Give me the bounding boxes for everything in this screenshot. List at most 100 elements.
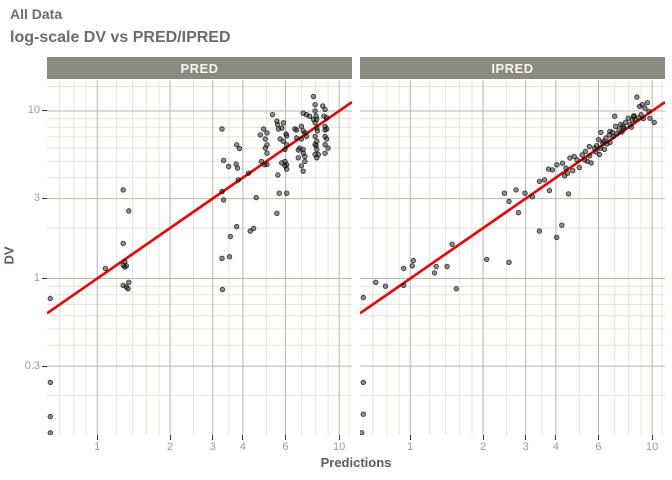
data-point xyxy=(258,158,265,165)
x-tick-label: 6 xyxy=(282,441,289,453)
y-tick-label: 10 xyxy=(27,104,40,117)
data-point xyxy=(449,241,455,247)
data-point xyxy=(102,265,108,272)
y-tick-label: 0.3 xyxy=(24,359,40,372)
data-point xyxy=(283,133,290,139)
x-tick-label: 1 xyxy=(94,441,101,453)
data-point xyxy=(219,255,225,261)
x-tick-mark xyxy=(555,435,557,440)
data-point xyxy=(360,294,366,301)
data-point xyxy=(279,125,285,131)
x-tick-mark xyxy=(169,435,171,440)
panel-svg-pred xyxy=(46,80,353,436)
data-point xyxy=(561,173,568,179)
x-tick-label: 1 xyxy=(407,441,414,453)
data-point xyxy=(571,153,577,160)
data-point xyxy=(293,135,300,141)
data-point xyxy=(513,187,519,193)
data-point xyxy=(614,131,620,137)
x-tick-label: 2 xyxy=(479,441,487,453)
data-point xyxy=(576,164,582,171)
data-point xyxy=(314,155,320,161)
data-point xyxy=(264,150,270,156)
x-tick-label: 2 xyxy=(166,441,174,453)
scatter-panel-ipred xyxy=(359,80,666,436)
x-tick-mark xyxy=(482,435,484,440)
x-tick-mark xyxy=(242,435,244,440)
data-point xyxy=(586,143,592,150)
data-point xyxy=(622,119,629,125)
data-point xyxy=(282,146,288,153)
data-point xyxy=(644,100,650,106)
facet-strip-ipred-label: IPRED xyxy=(491,60,534,76)
data-point xyxy=(565,191,572,197)
data-point xyxy=(596,151,603,158)
x-tick-label: 4 xyxy=(552,441,559,453)
data-point xyxy=(298,163,305,169)
data-point xyxy=(522,190,528,196)
data-point xyxy=(410,257,416,264)
data-point xyxy=(298,136,305,142)
data-point xyxy=(264,142,270,148)
y-tick-mark xyxy=(42,198,47,200)
x-tick-label: 4 xyxy=(239,441,246,453)
data-point xyxy=(409,263,415,269)
data-point xyxy=(574,157,580,163)
data-point xyxy=(360,379,366,386)
data-point xyxy=(483,256,490,263)
data-point xyxy=(47,379,53,386)
data-point xyxy=(306,113,313,119)
data-point xyxy=(283,161,290,168)
data-point xyxy=(225,163,232,170)
data-point xyxy=(529,193,536,200)
data-point xyxy=(646,108,652,114)
data-point xyxy=(262,136,268,142)
data-point xyxy=(126,208,132,214)
facet-strip-pred: PRED xyxy=(47,57,352,79)
data-point xyxy=(536,178,543,185)
x-tick-mark xyxy=(96,435,98,440)
x-tick-label: 10 xyxy=(333,441,346,453)
data-point xyxy=(220,197,227,203)
data-point xyxy=(247,228,253,234)
data-point xyxy=(219,188,225,195)
x-tick-label: 3 xyxy=(522,441,529,453)
data-point xyxy=(236,145,243,152)
data-point xyxy=(260,126,267,132)
x-tick-mark xyxy=(525,435,527,440)
data-point xyxy=(611,113,618,119)
data-point xyxy=(549,167,556,173)
data-point xyxy=(322,133,328,140)
data-point xyxy=(126,279,132,285)
data-point xyxy=(295,155,301,161)
data-point xyxy=(630,113,637,119)
data-point xyxy=(554,162,560,168)
data-point xyxy=(431,270,438,276)
x-tick-mark xyxy=(651,435,653,440)
data-point xyxy=(639,102,645,108)
data-point xyxy=(274,210,280,216)
data-point xyxy=(312,141,318,148)
data-point xyxy=(227,233,233,240)
data-point xyxy=(433,263,439,270)
data-point xyxy=(274,118,280,124)
data-point xyxy=(581,157,588,163)
data-point xyxy=(382,283,389,289)
data-point xyxy=(322,106,328,113)
data-point xyxy=(359,430,365,436)
data-point xyxy=(325,145,331,151)
data-point xyxy=(612,123,619,129)
data-point xyxy=(283,166,290,172)
data-point xyxy=(312,102,318,108)
chart-subtitle: log-scale DV vs PRED/IPRED xyxy=(10,29,231,46)
chart-title: All Data xyxy=(10,6,63,22)
data-point xyxy=(314,128,320,134)
data-point xyxy=(276,190,282,196)
data-point xyxy=(283,142,290,148)
data-point xyxy=(120,262,126,268)
data-point xyxy=(642,105,648,111)
panel-svg-ipred xyxy=(359,80,666,436)
data-point xyxy=(314,116,320,123)
x-tick-mark xyxy=(597,435,599,440)
y-tick-mark xyxy=(42,110,47,112)
